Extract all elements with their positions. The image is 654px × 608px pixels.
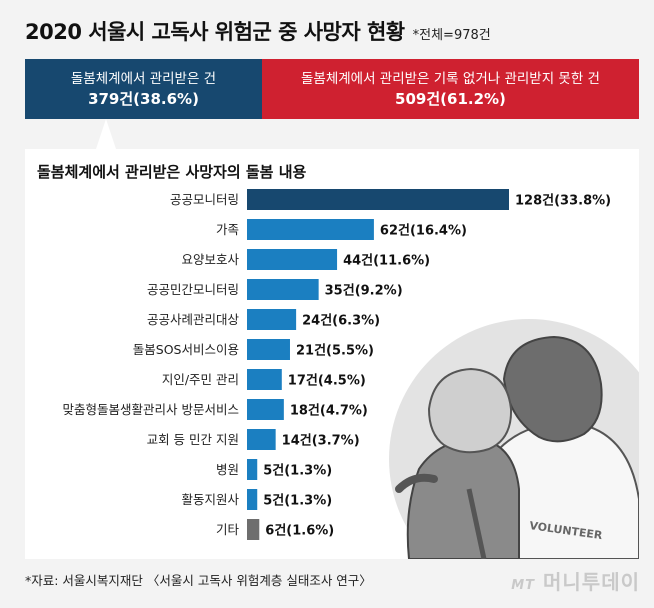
managed-split-bar: 돌봄체계에서 관리받은 건 379건(38.6%) 돌봄체계에서 관리받은 기록… xyxy=(25,59,639,119)
bar xyxy=(247,189,509,210)
bar xyxy=(247,279,319,300)
bar xyxy=(247,309,297,330)
bar-value-label: 24건(6.3%) xyxy=(302,313,380,329)
managed-segment: 돌봄체계에서 관리받은 건 379건(38.6%) xyxy=(25,59,262,119)
category-label: 공공사례관리대상 xyxy=(147,312,240,327)
total-note: *전체=978건 xyxy=(412,28,491,43)
bar-value-label: 5건(1.3%) xyxy=(263,493,332,509)
bar-value-label: 6건(1.6%) xyxy=(265,523,334,539)
category-label: 요양보호사 xyxy=(181,252,239,267)
title-row: 2020 서울시 고독사 위험군 중 사망자 현황 *전체=978건 xyxy=(25,16,491,46)
category-label: 병원 xyxy=(216,462,239,477)
bar-value-label: 14건(3.7%) xyxy=(282,433,360,449)
category-label: 돌봄SOS서비스이용 xyxy=(133,342,239,357)
bar xyxy=(247,489,258,510)
source-note: *자료: 서울시복지재단 〈서울시 고독사 위험계층 실태조사 연구〉 xyxy=(25,573,372,588)
publisher-logo: MT 머니투데이 xyxy=(511,566,640,595)
category-label: 공공민간모니터링 xyxy=(147,282,239,297)
bar xyxy=(247,219,374,240)
chart-card: VOLUNTEER 돌봄체계에서 관리받은 사망자의 돌봄 내용 공공모니터링 1… xyxy=(25,149,639,559)
category-label: 기타 xyxy=(216,522,240,537)
bar-value-label: 62건(16.4%) xyxy=(380,223,467,239)
bar-value-label: 21건(5.5%) xyxy=(296,343,374,359)
logo-mt: MT xyxy=(511,578,536,593)
category-label: 가족 xyxy=(216,222,239,237)
category-label: 맞춤형돌봄생활관리사 방문서비스 xyxy=(63,402,239,417)
chart-title: 돌봄체계에서 관리받은 사망자의 돌봄 내용 xyxy=(37,163,307,181)
managed-segment-label: 돌봄체계에서 관리받은 건 xyxy=(70,71,217,87)
caregiver-embrace-illustration: VOLUNTEER xyxy=(389,319,639,559)
bar-value-label: 128건(33.8%) xyxy=(515,193,611,209)
bar-value-label: 35건(9.2%) xyxy=(325,283,403,299)
category-label: 교회 등 민간 지원 xyxy=(147,432,239,447)
bar xyxy=(247,519,260,540)
category-label: 공공모니터링 xyxy=(170,192,239,207)
page-title: 2020 서울시 고독사 위험군 중 사망자 현황 xyxy=(25,20,405,44)
callout-pointer xyxy=(96,119,116,149)
bar-value-label: 5건(1.3%) xyxy=(263,463,332,479)
bar-chart: 공공모니터링 128건(33.8%) 가족 62건(16.4%) 요양보호사 44건(11… xyxy=(63,189,611,540)
bar xyxy=(247,459,258,480)
unmanaged-segment-label: 돌봄체계에서 관리받은 기록 없거나 관리받지 못한 건 xyxy=(300,71,600,87)
bar xyxy=(247,429,276,450)
bar xyxy=(247,399,284,420)
bar xyxy=(247,369,282,390)
bar xyxy=(247,339,290,360)
unmanaged-segment: 돌봄체계에서 관리받은 기록 없거나 관리받지 못한 건 509건(61.2%) xyxy=(262,59,639,119)
logo-text: 머니투데이 xyxy=(543,570,640,594)
managed-segment-value: 379건(38.6%) xyxy=(88,90,199,108)
bar-value-label: 18건(4.7%) xyxy=(290,403,368,419)
bar-value-label: 17건(4.5%) xyxy=(288,373,366,389)
bar-value-label: 44건(11.6%) xyxy=(343,253,430,269)
unmanaged-segment-value: 509건(61.2%) xyxy=(395,90,506,108)
category-label: 활동지원사 xyxy=(181,492,239,507)
category-label: 지인/주민 관리 xyxy=(162,372,239,387)
bar xyxy=(247,249,338,270)
